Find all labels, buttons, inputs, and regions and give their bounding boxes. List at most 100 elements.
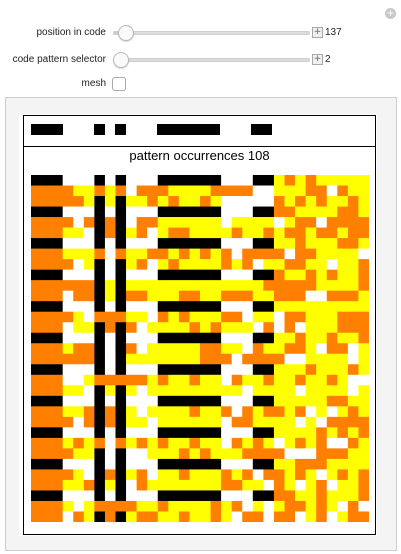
grid-cell (252, 374, 264, 386)
grid-cell (263, 490, 275, 502)
grid-cell (73, 311, 85, 323)
grid-cell (200, 364, 211, 376)
grid-cell (242, 259, 254, 270)
grid-cell (263, 269, 275, 281)
grid-cell (115, 311, 127, 323)
grid-cell (316, 248, 328, 260)
grid-cell (73, 175, 85, 186)
grid-cell (94, 175, 106, 186)
grid-cell (94, 427, 106, 439)
grid-cell (284, 395, 296, 407)
grid-cell (242, 227, 254, 239)
grid-cell (284, 175, 296, 186)
selector-slider-thumb[interactable] (113, 52, 129, 68)
grid-cell (126, 217, 137, 228)
grid-cell (147, 395, 159, 407)
position-expand-icon[interactable]: + (312, 27, 323, 38)
selector-slider[interactable] (113, 52, 310, 68)
grid-cell (273, 269, 285, 281)
grid-cell (52, 448, 63, 460)
grid-cell (83, 500, 95, 512)
grid-cell (242, 343, 254, 355)
grid-cell (178, 511, 190, 522)
grid-cell (316, 238, 328, 249)
grid-cell (178, 269, 190, 281)
grid-cell (295, 437, 306, 449)
grid-cell (104, 469, 116, 481)
grid-cell (94, 511, 106, 522)
grid-cell (83, 448, 95, 460)
grid-cell (252, 427, 264, 439)
grid-cell (358, 259, 369, 270)
grid-cell (73, 364, 85, 376)
grid-cell (115, 490, 127, 502)
grid-cell (305, 290, 317, 302)
grid-cell (221, 479, 232, 491)
grid-cell (62, 248, 74, 260)
grid-cell (168, 458, 180, 470)
grid-cell (284, 500, 296, 512)
mesh-checkbox[interactable] (112, 77, 126, 91)
grid-cell (73, 206, 85, 218)
grid-cell (31, 500, 42, 512)
grid-cell (136, 217, 148, 228)
grid-cell (178, 280, 190, 291)
grid-cell (189, 511, 201, 522)
grid-cell (221, 322, 232, 334)
grid-cell (94, 406, 106, 418)
grid-cell (41, 238, 53, 249)
grid-cell (210, 290, 222, 302)
grid-cell (83, 490, 95, 502)
grid-cell (178, 290, 190, 302)
grid-cell (62, 290, 74, 302)
grid-cell (31, 469, 42, 481)
grid-cell (115, 343, 127, 355)
grid-cell (73, 385, 85, 397)
grid-cell (316, 196, 328, 207)
grid-cell (136, 227, 148, 239)
grid-cell (358, 280, 369, 291)
grid-cell (94, 259, 106, 270)
grid-cell (242, 448, 254, 460)
grid-cell (104, 343, 116, 355)
automaton-grid (31, 175, 369, 522)
grid-cell (316, 322, 328, 334)
grid-cell (242, 490, 254, 502)
grid-cell (115, 353, 127, 365)
grid-cell (52, 479, 63, 491)
grid-cell (73, 343, 85, 355)
grid-cell (263, 385, 275, 397)
position-slider-thumb[interactable] (118, 25, 135, 41)
grid-cell (73, 395, 85, 407)
grid-cell (242, 248, 254, 260)
grid-cell (189, 353, 201, 365)
grid-cell (337, 458, 349, 470)
grid-cell (115, 395, 127, 407)
frame-divider (24, 146, 375, 147)
grid-cell (210, 406, 222, 418)
position-value: 137 (325, 27, 342, 38)
add-bookmark-icon[interactable]: + (385, 8, 396, 19)
grid-cell (295, 280, 306, 291)
grid-cell (326, 196, 338, 207)
grid-cell (94, 437, 106, 449)
grid-cell (115, 427, 127, 439)
grid-cell (168, 416, 180, 428)
position-slider[interactable] (113, 25, 310, 41)
grid-cell (147, 374, 159, 386)
grid-cell (189, 322, 201, 334)
grid-cell (83, 458, 95, 470)
grid-cell (221, 311, 232, 323)
grid-cell (94, 353, 106, 365)
grid-cell (104, 406, 116, 418)
grid-cell (273, 437, 285, 449)
grid-cell (189, 479, 201, 491)
grid-cell (337, 322, 349, 334)
selector-expand-icon[interactable]: + (312, 54, 323, 65)
grid-cell (157, 301, 169, 312)
grid-cell (358, 332, 369, 344)
grid-cell (200, 238, 211, 249)
grid-cell (31, 280, 42, 291)
grid-cell (337, 448, 349, 460)
grid-cell (41, 227, 53, 239)
